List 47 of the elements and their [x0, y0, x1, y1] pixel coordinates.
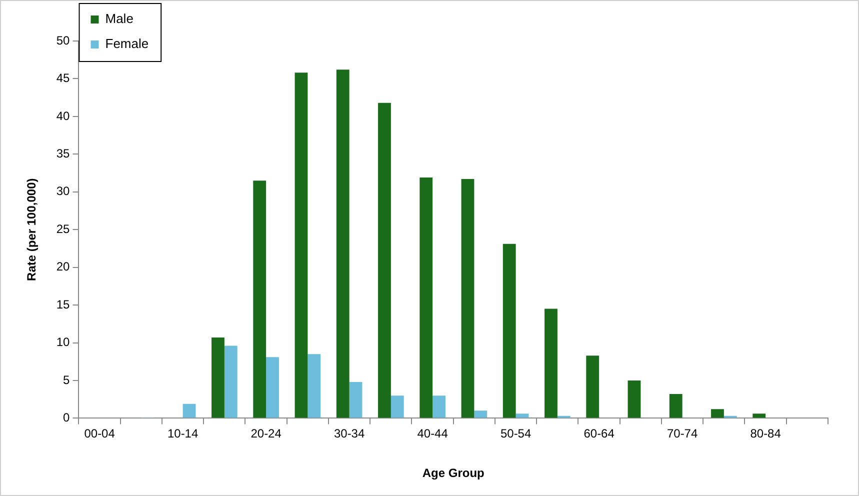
bar	[336, 70, 350, 418]
legend-label: Male	[105, 11, 134, 26]
bar	[294, 72, 308, 418]
bar	[224, 346, 238, 418]
y-tick-label: 25	[56, 222, 70, 236]
bar	[502, 244, 516, 418]
x-axis-title: Age Group	[422, 466, 484, 480]
y-tick-label: 45	[56, 71, 70, 86]
bar	[266, 357, 279, 418]
bar	[711, 409, 724, 418]
bar	[182, 404, 196, 418]
x-tick-label: 10-14	[167, 426, 198, 441]
bar	[420, 178, 433, 418]
bar	[349, 382, 362, 418]
y-tick-label: 20	[56, 260, 70, 274]
bar	[378, 102, 391, 418]
y-tick-label: 15	[56, 297, 70, 312]
y-tick-label: 30	[56, 184, 70, 198]
bar	[544, 308, 558, 418]
bar	[628, 380, 641, 418]
x-tick-label: 20-24	[250, 426, 282, 441]
y-tick-label: 40	[56, 108, 70, 123]
bar	[516, 414, 529, 418]
y-tick-label: 50	[56, 33, 70, 48]
y-axis-title: Rate (per 100,000)	[24, 178, 39, 281]
x-tick-label: 00-04	[84, 426, 116, 441]
bar	[308, 354, 321, 418]
x-tick-label: 80-84	[750, 426, 782, 441]
legend-label: Female	[105, 36, 149, 52]
x-tick-label: 50-54	[500, 426, 532, 441]
bar	[390, 396, 404, 418]
bar	[253, 180, 266, 418]
y-tick-label: 0	[63, 410, 70, 425]
y-tick-label: 10	[56, 335, 70, 350]
x-tick-label: 30-34	[334, 426, 365, 441]
bar	[432, 396, 446, 418]
bar	[461, 179, 474, 418]
y-tick-label: 35	[56, 146, 70, 160]
x-tick-label: 70-74	[666, 426, 698, 441]
bar	[752, 414, 766, 418]
x-tick-label: 60-64	[584, 426, 615, 441]
y-tick-label: 5	[63, 372, 70, 387]
bar	[212, 337, 224, 418]
bar	[474, 410, 488, 418]
x-tick-label: 40-44	[417, 426, 448, 441]
bar	[669, 394, 682, 418]
bar	[586, 356, 600, 418]
